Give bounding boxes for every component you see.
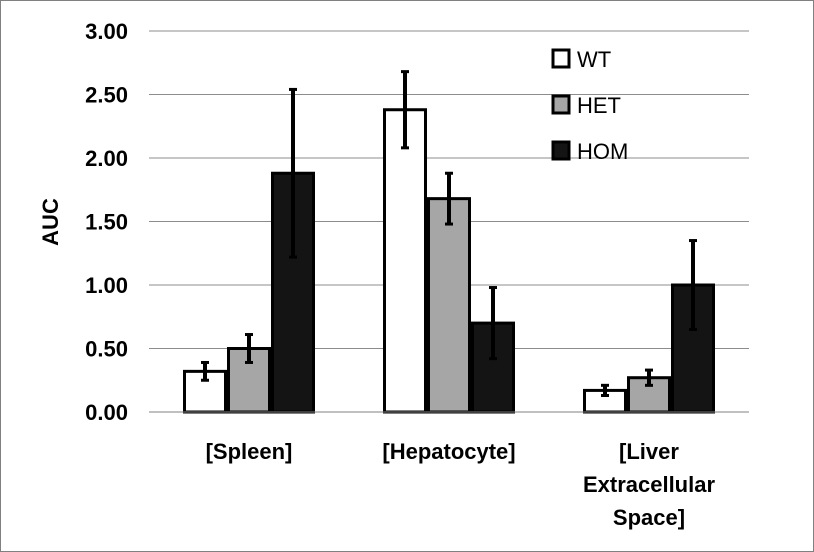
bar xyxy=(427,197,471,414)
y-tick-label: 1.00 xyxy=(85,273,128,298)
y-axis-ticks: 0.00 0.50 1.00 1.50 2.00 2.50 3.00 xyxy=(85,19,128,425)
y-tick-label: 0.50 xyxy=(85,337,128,362)
category-label-line: Space] xyxy=(613,505,685,530)
legend: WT HET HOM xyxy=(551,47,628,164)
category-labels: [Spleen] [Hepatocyte] [Liver Extracellular S… xyxy=(206,439,716,530)
legend-swatch xyxy=(551,140,571,161)
category-label: [Hepatocyte] xyxy=(382,439,515,464)
legend-swatch xyxy=(551,94,571,115)
legend-label: HOM xyxy=(577,139,628,164)
category-label-line: [Hepatocyte] xyxy=(382,439,515,464)
y-tick-label: 2.50 xyxy=(85,83,128,108)
bars xyxy=(183,108,715,414)
y-axis-label: AUC xyxy=(38,198,63,246)
bar xyxy=(383,108,427,414)
legend-label: WT xyxy=(577,47,611,72)
category-label: [Spleen] xyxy=(206,439,293,464)
category-label-line: Extracellular xyxy=(583,472,716,497)
category-label-line: [Spleen] xyxy=(206,439,293,464)
category-label: [Liver Extracellular Space] xyxy=(583,439,716,530)
y-tick-label: 3.00 xyxy=(85,19,128,44)
y-tick-label: 0.00 xyxy=(85,400,128,425)
legend-swatch xyxy=(551,48,571,69)
y-tick-label: 1.50 xyxy=(85,210,128,235)
y-tick-label: 2.00 xyxy=(85,146,128,171)
legend-label: HET xyxy=(577,93,621,118)
category-label-line: [Liver xyxy=(619,439,679,464)
error-bars xyxy=(201,70,697,397)
